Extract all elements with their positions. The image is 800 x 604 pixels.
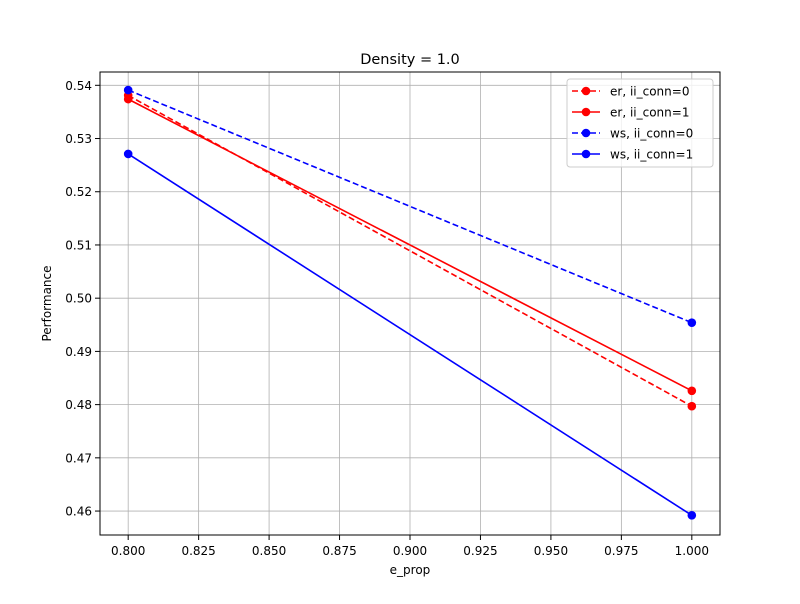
y-tick-label: 0.50: [65, 292, 92, 306]
y-tick-label: 0.47: [65, 451, 92, 465]
legend: er, ii_conn=0 er, ii_conn=1 ws, ii_conn=0w…: [566, 78, 714, 168]
y-tick-label: 0.54: [65, 79, 92, 93]
x-tick-label: 0.825: [181, 544, 215, 558]
legend-label: ws, ii_conn=1: [610, 148, 693, 162]
x-tick-label: 1.000: [675, 544, 709, 558]
y-tick-label: 0.53: [65, 132, 92, 146]
x-axis-ticks: 0.800 0.825 0.850 0.875 0.900 0.925 0.950 0.975…: [111, 535, 709, 558]
legend-frame: [566, 78, 714, 168]
series-line: [127, 98, 693, 392]
x-tick-label: 0.875: [322, 544, 356, 558]
x-tick-label: 0.975: [604, 544, 638, 558]
data-point: [123, 85, 133, 95]
legend-marker: [581, 149, 591, 159]
y-axis-label: Performance: [40, 265, 54, 341]
data-point: [123, 94, 133, 104]
y-axis-ticks: 0.46 0.47 0.48 0.49 0.50 0.51 0.52 0.53 0.54: [65, 79, 100, 519]
legend-label: er, ii_conn=1: [610, 106, 689, 120]
series-layer: [123, 85, 697, 520]
legend-label: ws, ii_conn=0: [610, 127, 693, 141]
data-point: [123, 149, 133, 159]
chart-title: Density = 1.0: [360, 52, 460, 68]
legend-marker: [581, 107, 591, 117]
y-tick-label: 0.49: [65, 345, 92, 359]
x-axis-label: e_prop: [390, 563, 431, 577]
y-tick-label: 0.52: [65, 185, 92, 199]
series-line: [127, 153, 693, 516]
x-tick-label: 0.950: [534, 544, 568, 558]
series-line: [127, 94, 693, 407]
legend-marker: [581, 128, 591, 138]
y-tick-label: 0.48: [65, 398, 92, 412]
y-tick-label: 0.46: [65, 505, 92, 519]
x-tick-label: 0.900: [393, 544, 427, 558]
x-tick-label: 0.925: [463, 544, 497, 558]
legend-marker: [581, 86, 591, 96]
data-point: [687, 318, 697, 327]
data-point: [687, 511, 697, 520]
data-point: [687, 401, 697, 411]
legend-label: er, ii_conn=0: [610, 85, 689, 99]
x-tick-label: 0.850: [252, 544, 286, 558]
series-line: [127, 89, 693, 324]
y-tick-label: 0.51: [65, 238, 92, 252]
data-point: [687, 386, 697, 396]
x-tick-label: 0.800: [111, 544, 145, 558]
